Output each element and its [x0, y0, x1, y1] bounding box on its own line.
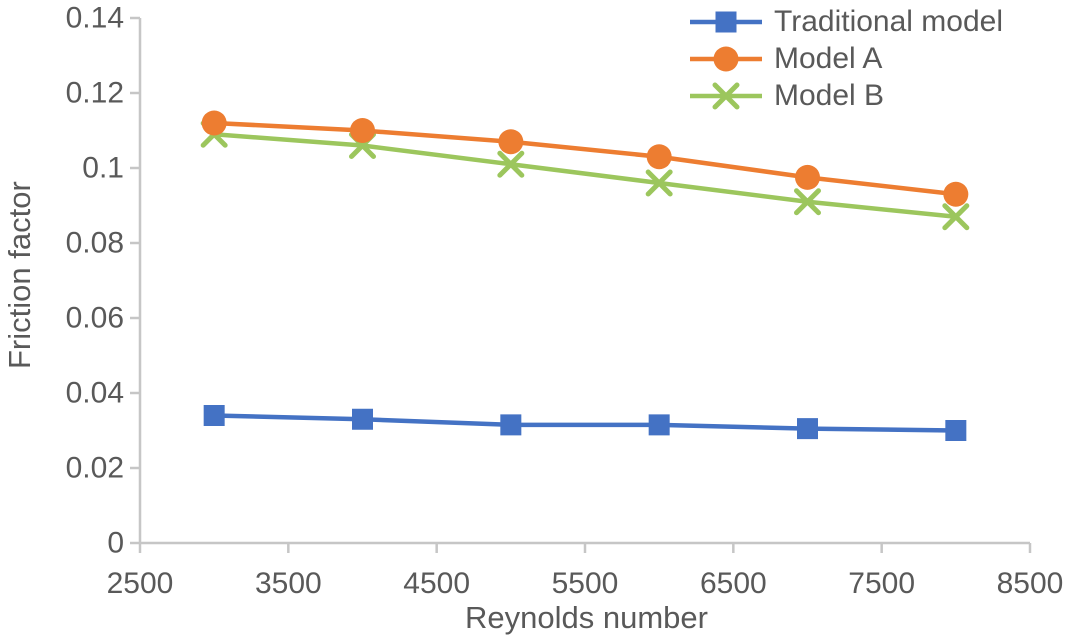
circle-marker: [498, 129, 524, 155]
square-marker: [648, 414, 670, 436]
x-tick-label: 3500: [255, 567, 322, 600]
square-marker: [500, 414, 522, 436]
series-model-a: [201, 110, 969, 207]
x-marker: [497, 150, 525, 178]
legend-swatch-icon: [690, 82, 762, 110]
circle-marker: [795, 164, 820, 190]
legend-item-model-a: Model A: [688, 42, 1003, 76]
x-tick-label: 5500: [552, 567, 619, 600]
square-marker: [715, 11, 737, 33]
circle-marker: [943, 181, 969, 207]
series-model-b: [200, 120, 970, 231]
x-tick-label: 8500: [997, 567, 1064, 600]
y-tick-label: 0.14: [66, 2, 124, 35]
y-tick-label: 0: [107, 527, 124, 560]
x-marker: [712, 82, 740, 110]
y-tick-label: 0.06: [66, 302, 124, 335]
legend-swatch-icon: [690, 11, 762, 33]
legend-label: Model A: [774, 42, 883, 75]
y-tick-label: 0.08: [66, 227, 124, 260]
legend-label: Traditional model: [774, 5, 1003, 38]
legend-item-model-b: Model B: [688, 79, 1003, 113]
y-axis: 0 0.02 0.04 0.06 0.08 0.1 0.12 0.14: [66, 2, 142, 560]
legend-item-traditional-model: Traditional model: [688, 5, 1003, 39]
legend-swatch-icon: [690, 46, 762, 72]
legend-label: Model B: [774, 79, 885, 112]
circle-marker: [201, 110, 227, 136]
series-line: [214, 413, 956, 433]
legend: Traditional model Model A Model B: [688, 5, 1003, 113]
series-traditional-model: [203, 405, 967, 441]
x-axis: 2500 3500 4500 5500 6500 7500 8500: [107, 541, 1064, 600]
circle-marker: [646, 144, 672, 170]
x-tick-label: 2500: [107, 567, 174, 600]
y-tick-label: 0.12: [66, 77, 124, 110]
x-tick-label: 7500: [848, 567, 915, 600]
y-tick-label: 0.04: [66, 377, 124, 410]
y-tick-label: 0.02: [66, 452, 124, 485]
square-marker: [797, 418, 818, 440]
x-marker: [942, 203, 970, 231]
square-marker: [352, 408, 373, 430]
x-tick-label: 4500: [403, 567, 470, 600]
x-marker: [794, 188, 821, 216]
circle-marker: [713, 46, 739, 72]
y-axis-title: Friction factor: [2, 181, 37, 369]
y-tick-label: 0.1: [82, 152, 124, 185]
series-line: [214, 120, 957, 197]
circle-marker: [350, 118, 375, 143]
square-marker: [945, 420, 967, 441]
x-marker: [645, 169, 673, 197]
series-line: [213, 132, 957, 219]
x-axis-title: Reynolds number: [465, 600, 708, 635]
square-marker: [203, 405, 225, 426]
x-tick-label: 6500: [700, 567, 767, 600]
